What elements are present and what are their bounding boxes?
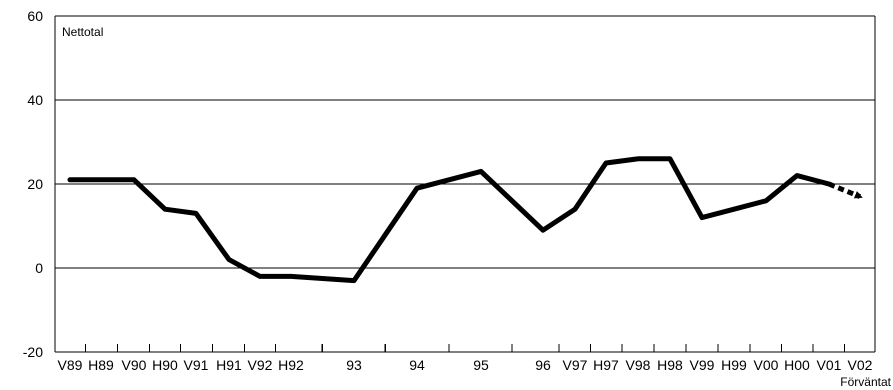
x-tick-label: V00 bbox=[754, 357, 779, 373]
forecast-series-line bbox=[828, 181, 863, 199]
y-tick-label: -20 bbox=[23, 344, 43, 360]
y-tick-label: 0 bbox=[35, 260, 43, 276]
x-tick-label: V99 bbox=[690, 357, 715, 373]
x-tick-label: H98 bbox=[657, 357, 683, 373]
series-lines bbox=[67, 156, 863, 284]
x-tick-label: H00 bbox=[784, 357, 810, 373]
x-tick-label: H99 bbox=[721, 357, 747, 373]
x-tick-label: V98 bbox=[626, 357, 651, 373]
x-tick-label: V91 bbox=[184, 357, 209, 373]
gridlines bbox=[54, 15, 876, 353]
series-line bbox=[67, 156, 832, 284]
x-tick-label: H97 bbox=[593, 357, 619, 373]
y-tick-label: 20 bbox=[27, 176, 43, 192]
forecast-label: Förväntat bbox=[840, 375, 891, 389]
x-tick-label: V97 bbox=[563, 357, 588, 373]
x-tick-label: 95 bbox=[473, 357, 489, 373]
y-tick-label: 40 bbox=[27, 92, 43, 108]
x-tick-label: H91 bbox=[216, 357, 242, 373]
x-tick-label: V02 bbox=[848, 357, 873, 373]
x-tick-label: 94 bbox=[409, 357, 425, 373]
y-tick-label: 60 bbox=[27, 8, 43, 24]
chart-annotation: Nettotal bbox=[62, 25, 103, 39]
x-tick-label: 93 bbox=[346, 357, 362, 373]
x-tick-label: H92 bbox=[278, 357, 304, 373]
x-tick-label: 96 bbox=[535, 357, 551, 373]
x-tick-label: V90 bbox=[122, 357, 147, 373]
x-tick-label: V92 bbox=[248, 357, 273, 373]
x-tick-label: H89 bbox=[88, 357, 114, 373]
y-axis-ticks: -20 0 20 40 60 bbox=[23, 8, 43, 360]
x-tick-label: V01 bbox=[817, 357, 842, 373]
x-tick-label: V89 bbox=[58, 357, 83, 373]
x-axis: V89 H89 V90 H90 V91 H91 V92 H92 93 94 95 96 V97 H97 V9… bbox=[58, 344, 876, 373]
x-tick-label: H90 bbox=[152, 357, 178, 373]
